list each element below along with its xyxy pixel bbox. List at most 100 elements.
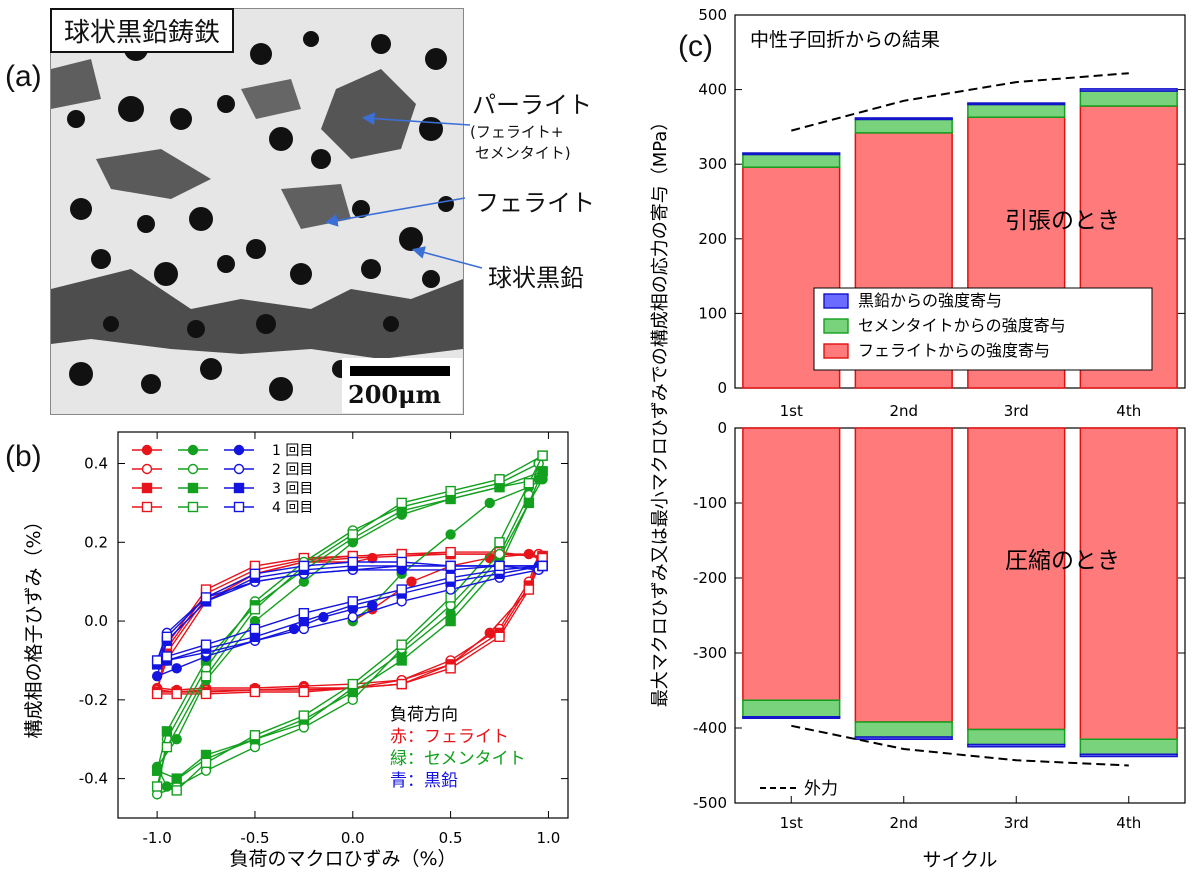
data-point	[161, 726, 173, 737]
panel-b-label: (b)	[5, 440, 42, 473]
data-point	[347, 556, 358, 568]
panel-c-label: (c)	[678, 30, 713, 63]
y-axis-label: 構成相の格子ひずみ（%）	[23, 511, 45, 738]
data-point	[445, 615, 456, 627]
data-point	[249, 623, 261, 635]
compression-bar	[1079, 753, 1178, 758]
data-point	[161, 651, 173, 662]
data-point	[187, 444, 199, 456]
panel-c-title: 中性子回折からの結果	[750, 29, 940, 51]
pearlite-detail-line2: セメンタイト)	[475, 144, 571, 162]
tension-frame	[734, 14, 1186, 389]
compression-bar	[854, 427, 953, 723]
data-point	[445, 560, 456, 572]
data-point	[494, 548, 505, 560]
data-point	[523, 497, 535, 509]
category-label: 1st	[780, 814, 803, 832]
y-tick-label: 400	[698, 81, 727, 99]
series-line	[156, 477, 545, 788]
panel-a-label: (a)	[5, 60, 42, 93]
series-line	[156, 470, 544, 780]
lattice-strain-chart: -1.0 -0.5 0.0 0.5 1.0 -0.4 -0.2 0.0 0.2 0.4 負荷のマクロ…	[23, 431, 569, 870]
y-tick-label: 0.2	[84, 533, 108, 551]
compression-bar	[742, 427, 841, 701]
tension-label: 引張のとき	[1005, 208, 1120, 234]
y-tick-label: -400	[693, 719, 727, 737]
y-tick-label: -0.2	[79, 691, 108, 709]
data-point	[141, 463, 153, 475]
data-point	[406, 576, 417, 587]
data-point	[298, 686, 310, 698]
y-tick-label: 200	[698, 230, 727, 248]
legend-swatch	[823, 318, 849, 334]
data-point	[445, 572, 456, 583]
compression-bar	[967, 728, 1066, 746]
series-line	[156, 462, 540, 796]
data-point	[187, 463, 199, 475]
data-point	[445, 546, 456, 558]
data-point	[347, 678, 358, 690]
legend-box	[813, 287, 1153, 371]
y-tick-label: 100	[698, 304, 727, 322]
data-point	[171, 785, 182, 796]
data-point	[161, 631, 173, 643]
data-point	[298, 607, 310, 619]
tension-bar	[854, 117, 953, 121]
data-point	[396, 497, 407, 509]
y-tick-label: 0	[717, 419, 727, 437]
ferrite-label: フェライト	[475, 189, 595, 217]
category-label-top: 2nd	[889, 402, 918, 420]
series-graphite-cycle-4	[151, 556, 548, 666]
data-point	[494, 474, 505, 485]
y-tick-label: -500	[693, 794, 727, 812]
phase-legend-item: 青：黒鉛	[390, 771, 458, 791]
plot-frame	[117, 431, 569, 819]
x-axis-label: サイクル	[922, 849, 997, 871]
data-point	[200, 688, 212, 700]
pearlite-arrow	[361, 112, 471, 126]
y-tick-label: 500	[698, 6, 727, 24]
y-tick-label: -200	[693, 569, 727, 587]
legend-label: 黒鉛からの強度寄与	[858, 291, 1002, 310]
data-point	[249, 730, 261, 741]
x-tick-label: 0.0	[341, 829, 365, 847]
compression-bar	[854, 721, 953, 738]
data-point	[249, 568, 261, 579]
data-point	[171, 663, 182, 674]
series-cementite-cycle-2	[151, 458, 544, 800]
y-axis-label: 最大マクロひずみ又は最小マクロひずみでの構成相の応力の寄与（MPa）	[650, 113, 671, 708]
legend-cycle-label: 3 回目	[272, 481, 313, 497]
data-point	[200, 592, 212, 603]
series-line	[156, 454, 544, 792]
y-tick-label: -300	[693, 644, 727, 662]
data-point	[523, 478, 535, 489]
compression-bar	[967, 743, 1066, 748]
data-point	[445, 663, 456, 674]
data-point	[484, 497, 495, 509]
data-point	[187, 501, 199, 513]
x-axis-label: 負荷のマクロひずみ（%）	[229, 848, 456, 870]
external-force-curve-tension	[791, 72, 1129, 132]
tension-bar	[967, 103, 1066, 118]
cycle-legend: 1 回目 2 回目 3 回目 4 回目	[132, 443, 313, 516]
legend-swatch	[823, 293, 849, 309]
load-direction-title: 負荷方向	[390, 705, 458, 725]
data-point	[347, 529, 358, 540]
legend-swatch	[823, 343, 849, 359]
stress-contribution-chart: -500 -400 -300 -200 -100 0 0 100 200 300 400 500 1st…	[650, 6, 1186, 871]
category-label: 4th	[1116, 814, 1141, 832]
data-point	[537, 450, 548, 461]
data-point	[396, 584, 407, 595]
data-point	[200, 639, 212, 650]
x-tick-label: 0.5	[439, 829, 463, 847]
category-label-top: 4th	[1116, 402, 1141, 420]
legend-cycle-label: 4 回目	[272, 500, 313, 516]
tension-bar	[742, 152, 841, 156]
legend-label: フェライトからの強度寄与	[858, 341, 1050, 360]
graphite-arrow	[411, 246, 483, 269]
data-point	[141, 444, 153, 456]
data-point	[187, 482, 199, 494]
data-point	[151, 655, 163, 666]
